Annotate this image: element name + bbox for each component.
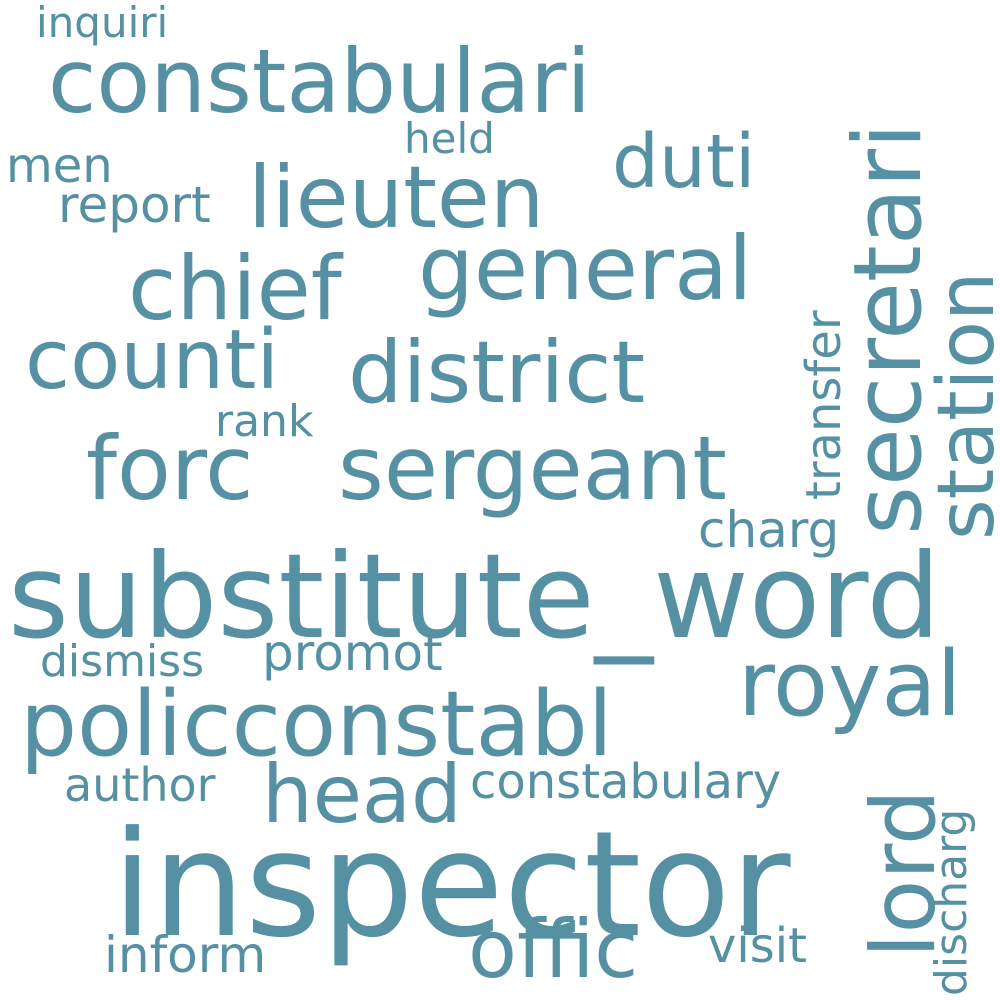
word-offic: offic xyxy=(468,903,639,996)
word-station: station xyxy=(922,271,1000,540)
word-constabulary: constabulary xyxy=(470,754,782,810)
word-inform: inform xyxy=(104,926,267,984)
word-promot: promot xyxy=(262,624,443,682)
word-royal: royal xyxy=(738,632,962,737)
word-chief: chief xyxy=(128,237,342,340)
word-district: district xyxy=(348,323,646,423)
word-duti: duti xyxy=(612,119,756,205)
word-forc: forc xyxy=(86,417,254,520)
word-head: head xyxy=(262,748,462,841)
word-charg: charg xyxy=(698,501,840,559)
word-constabulari: constabulari xyxy=(48,30,591,133)
word-general: general xyxy=(418,217,753,320)
word-visit: visit xyxy=(708,918,807,974)
word-substitute-word: substitute_word xyxy=(8,528,941,665)
word-transfer: transfer xyxy=(796,310,852,500)
word-inspector: inspector xyxy=(112,800,791,970)
word-counti: counti xyxy=(25,313,280,408)
word-discharg: discharg xyxy=(926,808,977,996)
word-author: author xyxy=(64,758,216,812)
word-report: report xyxy=(58,176,211,234)
word-policconstabl: policconstabl xyxy=(20,672,613,777)
word-rank: rank xyxy=(215,396,314,447)
word-held: held xyxy=(404,114,495,163)
word-lieuten: lieuten xyxy=(248,148,545,248)
word-dismiss: dismiss xyxy=(40,636,205,687)
word-inquiri: inquiri xyxy=(36,0,169,47)
word-men: men xyxy=(6,138,113,194)
word-sergeant: sergeant xyxy=(338,417,727,520)
